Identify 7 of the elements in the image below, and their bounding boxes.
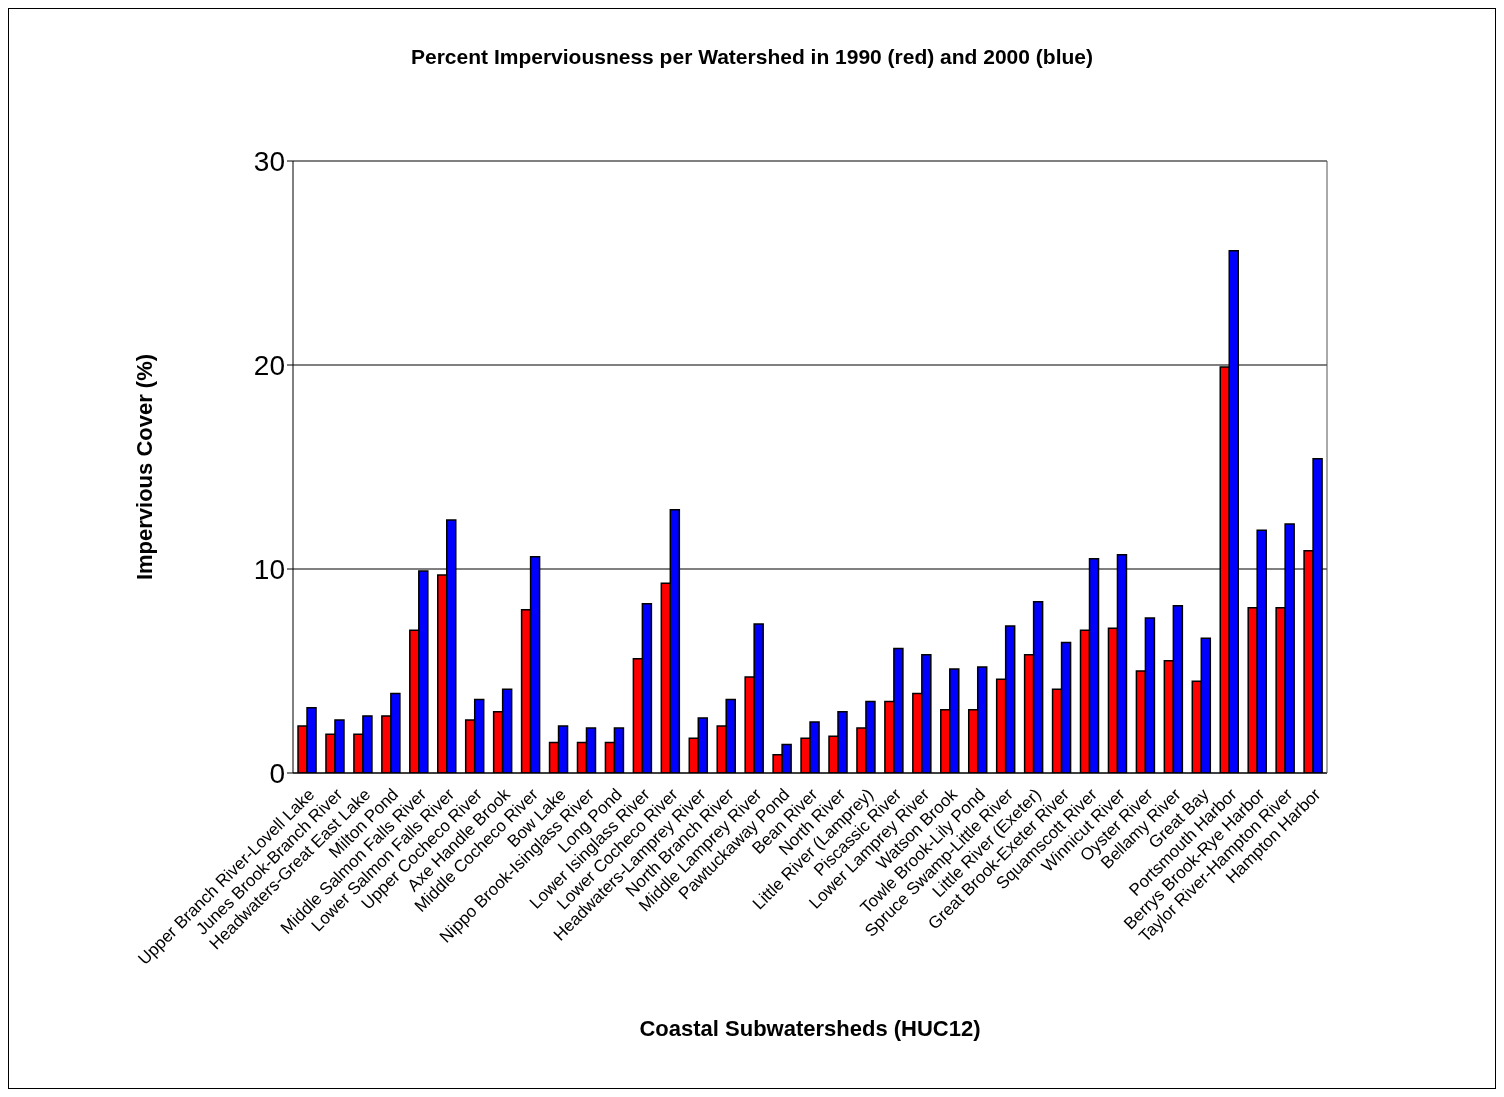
y-axis-title: Impervious Cover (%) bbox=[131, 353, 157, 581]
y-tick-label: 10 bbox=[253, 553, 285, 585]
y-tick-label: 30 bbox=[253, 145, 285, 177]
y-tick-label: 20 bbox=[253, 349, 285, 381]
chart-title: Percent Imperviousness per Watershed in 1990 (red) and 2000 (blue) bbox=[410, 45, 1094, 69]
x-axis-title: Coastal Subwatersheds (HUC12) bbox=[639, 1016, 981, 1041]
y-tick-label: 0 bbox=[269, 757, 285, 789]
